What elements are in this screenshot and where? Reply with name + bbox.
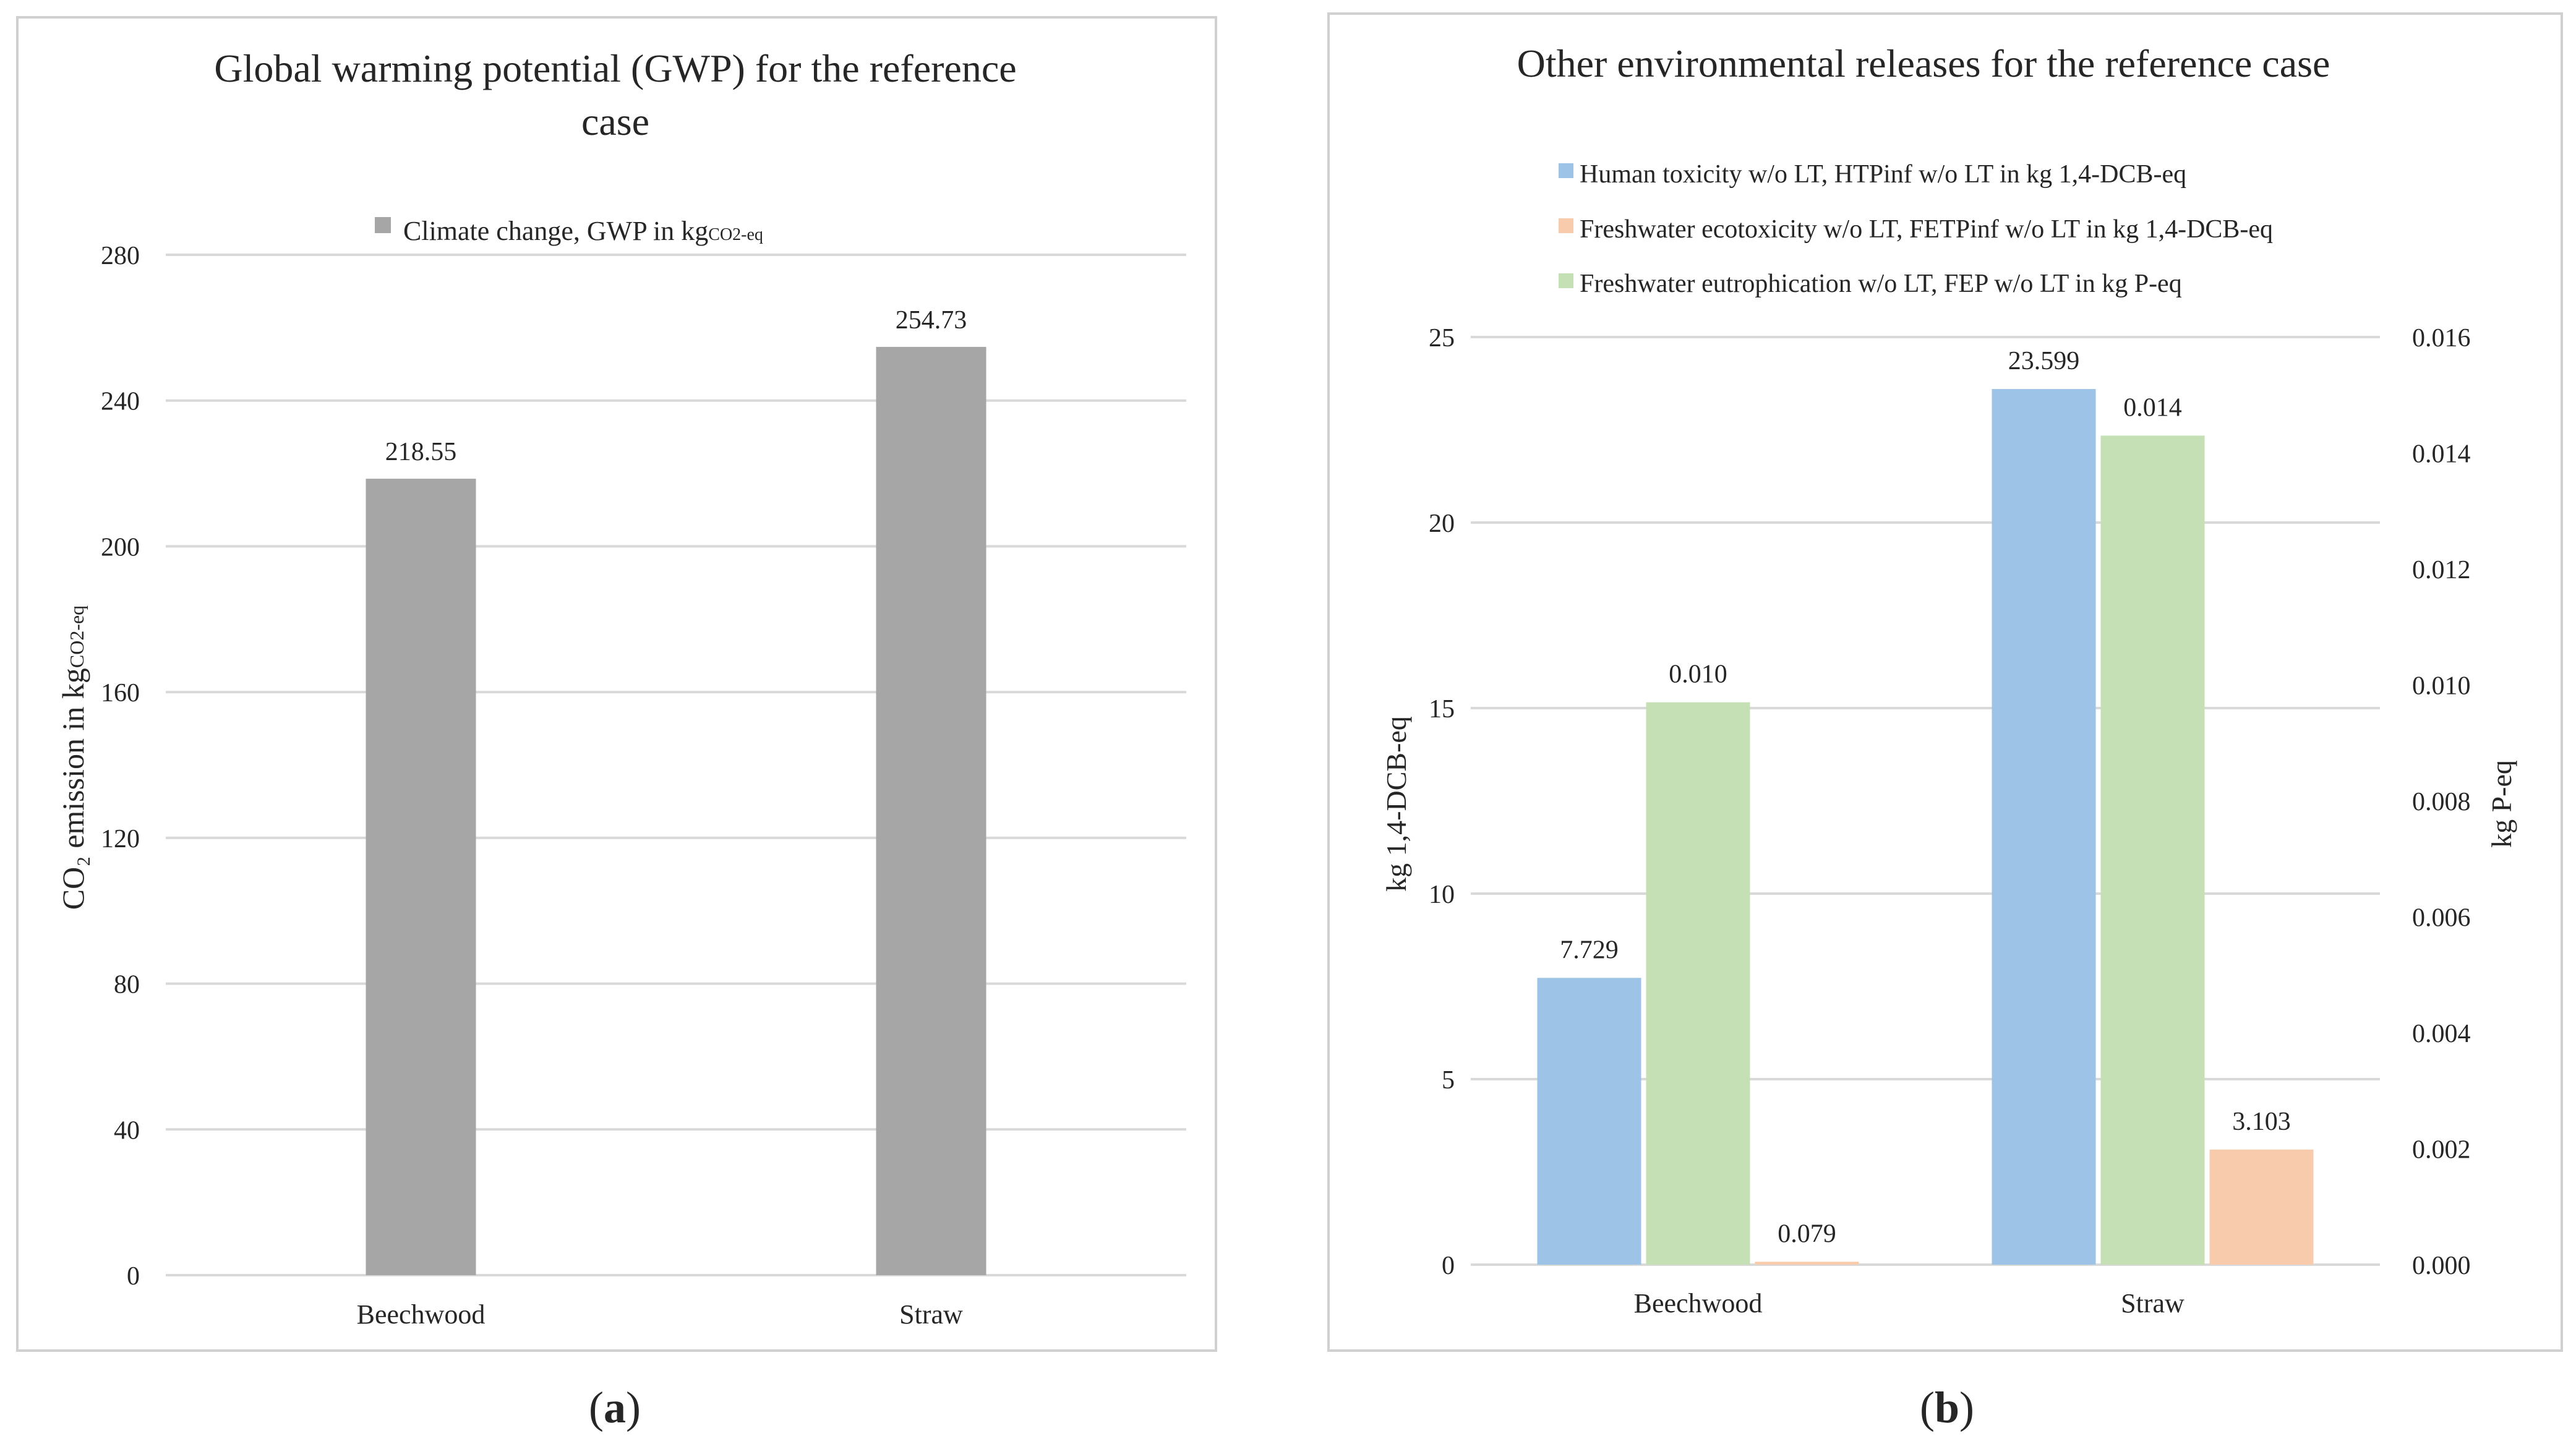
data-label-human-toxicity-beechwood: 7.729 bbox=[1560, 936, 1619, 964]
data-label-gwp-straw: 254.73 bbox=[896, 306, 967, 335]
bar-freshwater-eutrophication-beechwood bbox=[1646, 702, 1750, 1265]
panel-b-left-y-axis-label: kg 1,4-DCB-eq bbox=[1380, 716, 1412, 892]
panel-b-right-y-axis-label: kg P-eq bbox=[2486, 760, 2517, 848]
panel-b-right-y-ticks: 0.000 0.002 0.004 0.006 0.008 0.010 0.012 0.014… bbox=[2412, 324, 2471, 1280]
legend-swatch-freshwater-ecotoxicity bbox=[1559, 218, 1573, 233]
data-label-gwp-beechwood: 218.55 bbox=[385, 438, 457, 466]
y-tick-40: 40 bbox=[114, 1116, 140, 1145]
panel-b-frame bbox=[1327, 12, 2563, 1352]
data-label-freshwater-ecotoxicity-beechwood: 0.079 bbox=[1778, 1220, 1836, 1248]
bar-human-toxicity-beechwood bbox=[1537, 978, 1641, 1265]
right-y-tick-0-000: 0.000 bbox=[2412, 1252, 2471, 1280]
y-tick-0: 0 bbox=[127, 1262, 140, 1291]
right-y-tick-0-014: 0.014 bbox=[2412, 440, 2471, 469]
right-y-tick-0-002: 0.002 bbox=[2412, 1136, 2471, 1164]
data-label-freshwater-eutrophication-straw: 0.014 bbox=[2123, 393, 2182, 422]
left-y-tick-10: 10 bbox=[1429, 881, 1455, 909]
x-category-straw: Straw bbox=[899, 1299, 963, 1330]
left-y-tick-0: 0 bbox=[1442, 1252, 1455, 1280]
bar-gwp-straw bbox=[876, 346, 986, 1275]
panel-a-bars: 218.55 254.73 bbox=[366, 306, 986, 1275]
legend-swatch-climate-change bbox=[375, 217, 391, 233]
bar-freshwater-eutrophication-straw bbox=[2100, 435, 2205, 1265]
legend-label-freshwater-eutrophication: Freshwater eutrophication w/o LT, FEP w/… bbox=[1580, 270, 2182, 298]
panel-b-bars: 7.729 0.010 0.079 23.599 0.014 3.103 bbox=[1537, 347, 2314, 1265]
legend-swatch-freshwater-eutrophication bbox=[1559, 273, 1573, 288]
y-tick-160: 160 bbox=[101, 679, 140, 707]
legend-swatch-human-toxicity bbox=[1559, 163, 1573, 178]
bar-gwp-beechwood bbox=[366, 479, 476, 1275]
x-category-beechwood: Beechwood bbox=[1634, 1288, 1763, 1318]
bar-freshwater-ecotoxicity-beechwood bbox=[1755, 1262, 1859, 1265]
panel-b-left-y-ticks: 0 5 10 15 20 25 bbox=[1429, 324, 1455, 1280]
left-y-tick-5: 5 bbox=[1442, 1066, 1455, 1095]
panel-b-caption: (b) bbox=[1920, 1383, 1974, 1432]
panel-b-categories: Beechwood Straw bbox=[1634, 1288, 2184, 1318]
panel-a-caption: (a) bbox=[589, 1383, 641, 1432]
panel-b-legend: Human toxicity w/o LT, HTPinf w/o LT in … bbox=[1559, 160, 2273, 298]
panel-a-title-line1: Global warming potential (GWP) for the r… bbox=[214, 46, 1016, 90]
x-category-straw: Straw bbox=[2121, 1288, 2184, 1318]
legend-label-climate-change: Climate change, GWP in kgCO2-eq bbox=[403, 216, 763, 246]
left-y-tick-20: 20 bbox=[1429, 510, 1455, 538]
y-tick-80: 80 bbox=[114, 971, 140, 999]
legend-label-human-toxicity: Human toxicity w/o LT, HTPinf w/o LT in … bbox=[1580, 160, 2186, 189]
legend-label-freshwater-ecotoxicity: Freshwater ecotoxicity w/o LT, FETPinf w… bbox=[1580, 215, 2273, 244]
data-label-freshwater-ecotoxicity-straw: 3.103 bbox=[2232, 1108, 2291, 1136]
panel-a-gridlines bbox=[166, 254, 1186, 1276]
right-y-tick-0-010: 0.010 bbox=[2412, 672, 2471, 701]
panel-a-gwp-chart: Global warming potential (GWP) for the r… bbox=[16, 16, 1217, 1352]
panel-a-categories: Beechwood Straw bbox=[357, 1299, 963, 1330]
panel-a-legend: Climate change, GWP in kgCO2-eq bbox=[375, 216, 763, 246]
right-y-tick-0-004: 0.004 bbox=[2412, 1020, 2471, 1048]
panel-a-y-axis-label: CO₂ emission in kgCO2-eq bbox=[56, 605, 90, 910]
x-category-beechwood: Beechwood bbox=[357, 1299, 486, 1330]
bar-freshwater-ecotoxicity-straw bbox=[2209, 1149, 2314, 1265]
panel-a-y-ticks: 0 40 80 120 160 200 240 280 bbox=[101, 242, 140, 1291]
y-tick-280: 280 bbox=[101, 242, 140, 270]
right-y-tick-0-006: 0.006 bbox=[2412, 904, 2471, 933]
panel-b-other-releases-chart: Other environmental releases for the ref… bbox=[1327, 12, 2563, 1352]
bar-human-toxicity-straw bbox=[1992, 389, 2096, 1265]
right-y-tick-0-008: 0.008 bbox=[2412, 788, 2471, 816]
right-y-tick-0-012: 0.012 bbox=[2412, 556, 2471, 584]
y-tick-200: 200 bbox=[101, 533, 140, 562]
right-y-tick-0-016: 0.016 bbox=[2412, 324, 2471, 352]
data-label-freshwater-eutrophication-beechwood: 0.010 bbox=[1669, 660, 1727, 689]
y-tick-120: 120 bbox=[101, 825, 140, 853]
panel-a-title-line2: case bbox=[581, 100, 649, 143]
data-label-human-toxicity-straw: 23.599 bbox=[2008, 347, 2080, 375]
left-y-tick-25: 25 bbox=[1429, 324, 1455, 352]
panel-b-title: Other environmental releases for the ref… bbox=[1517, 41, 2330, 85]
y-tick-240: 240 bbox=[101, 388, 140, 416]
left-y-tick-15: 15 bbox=[1429, 695, 1455, 724]
